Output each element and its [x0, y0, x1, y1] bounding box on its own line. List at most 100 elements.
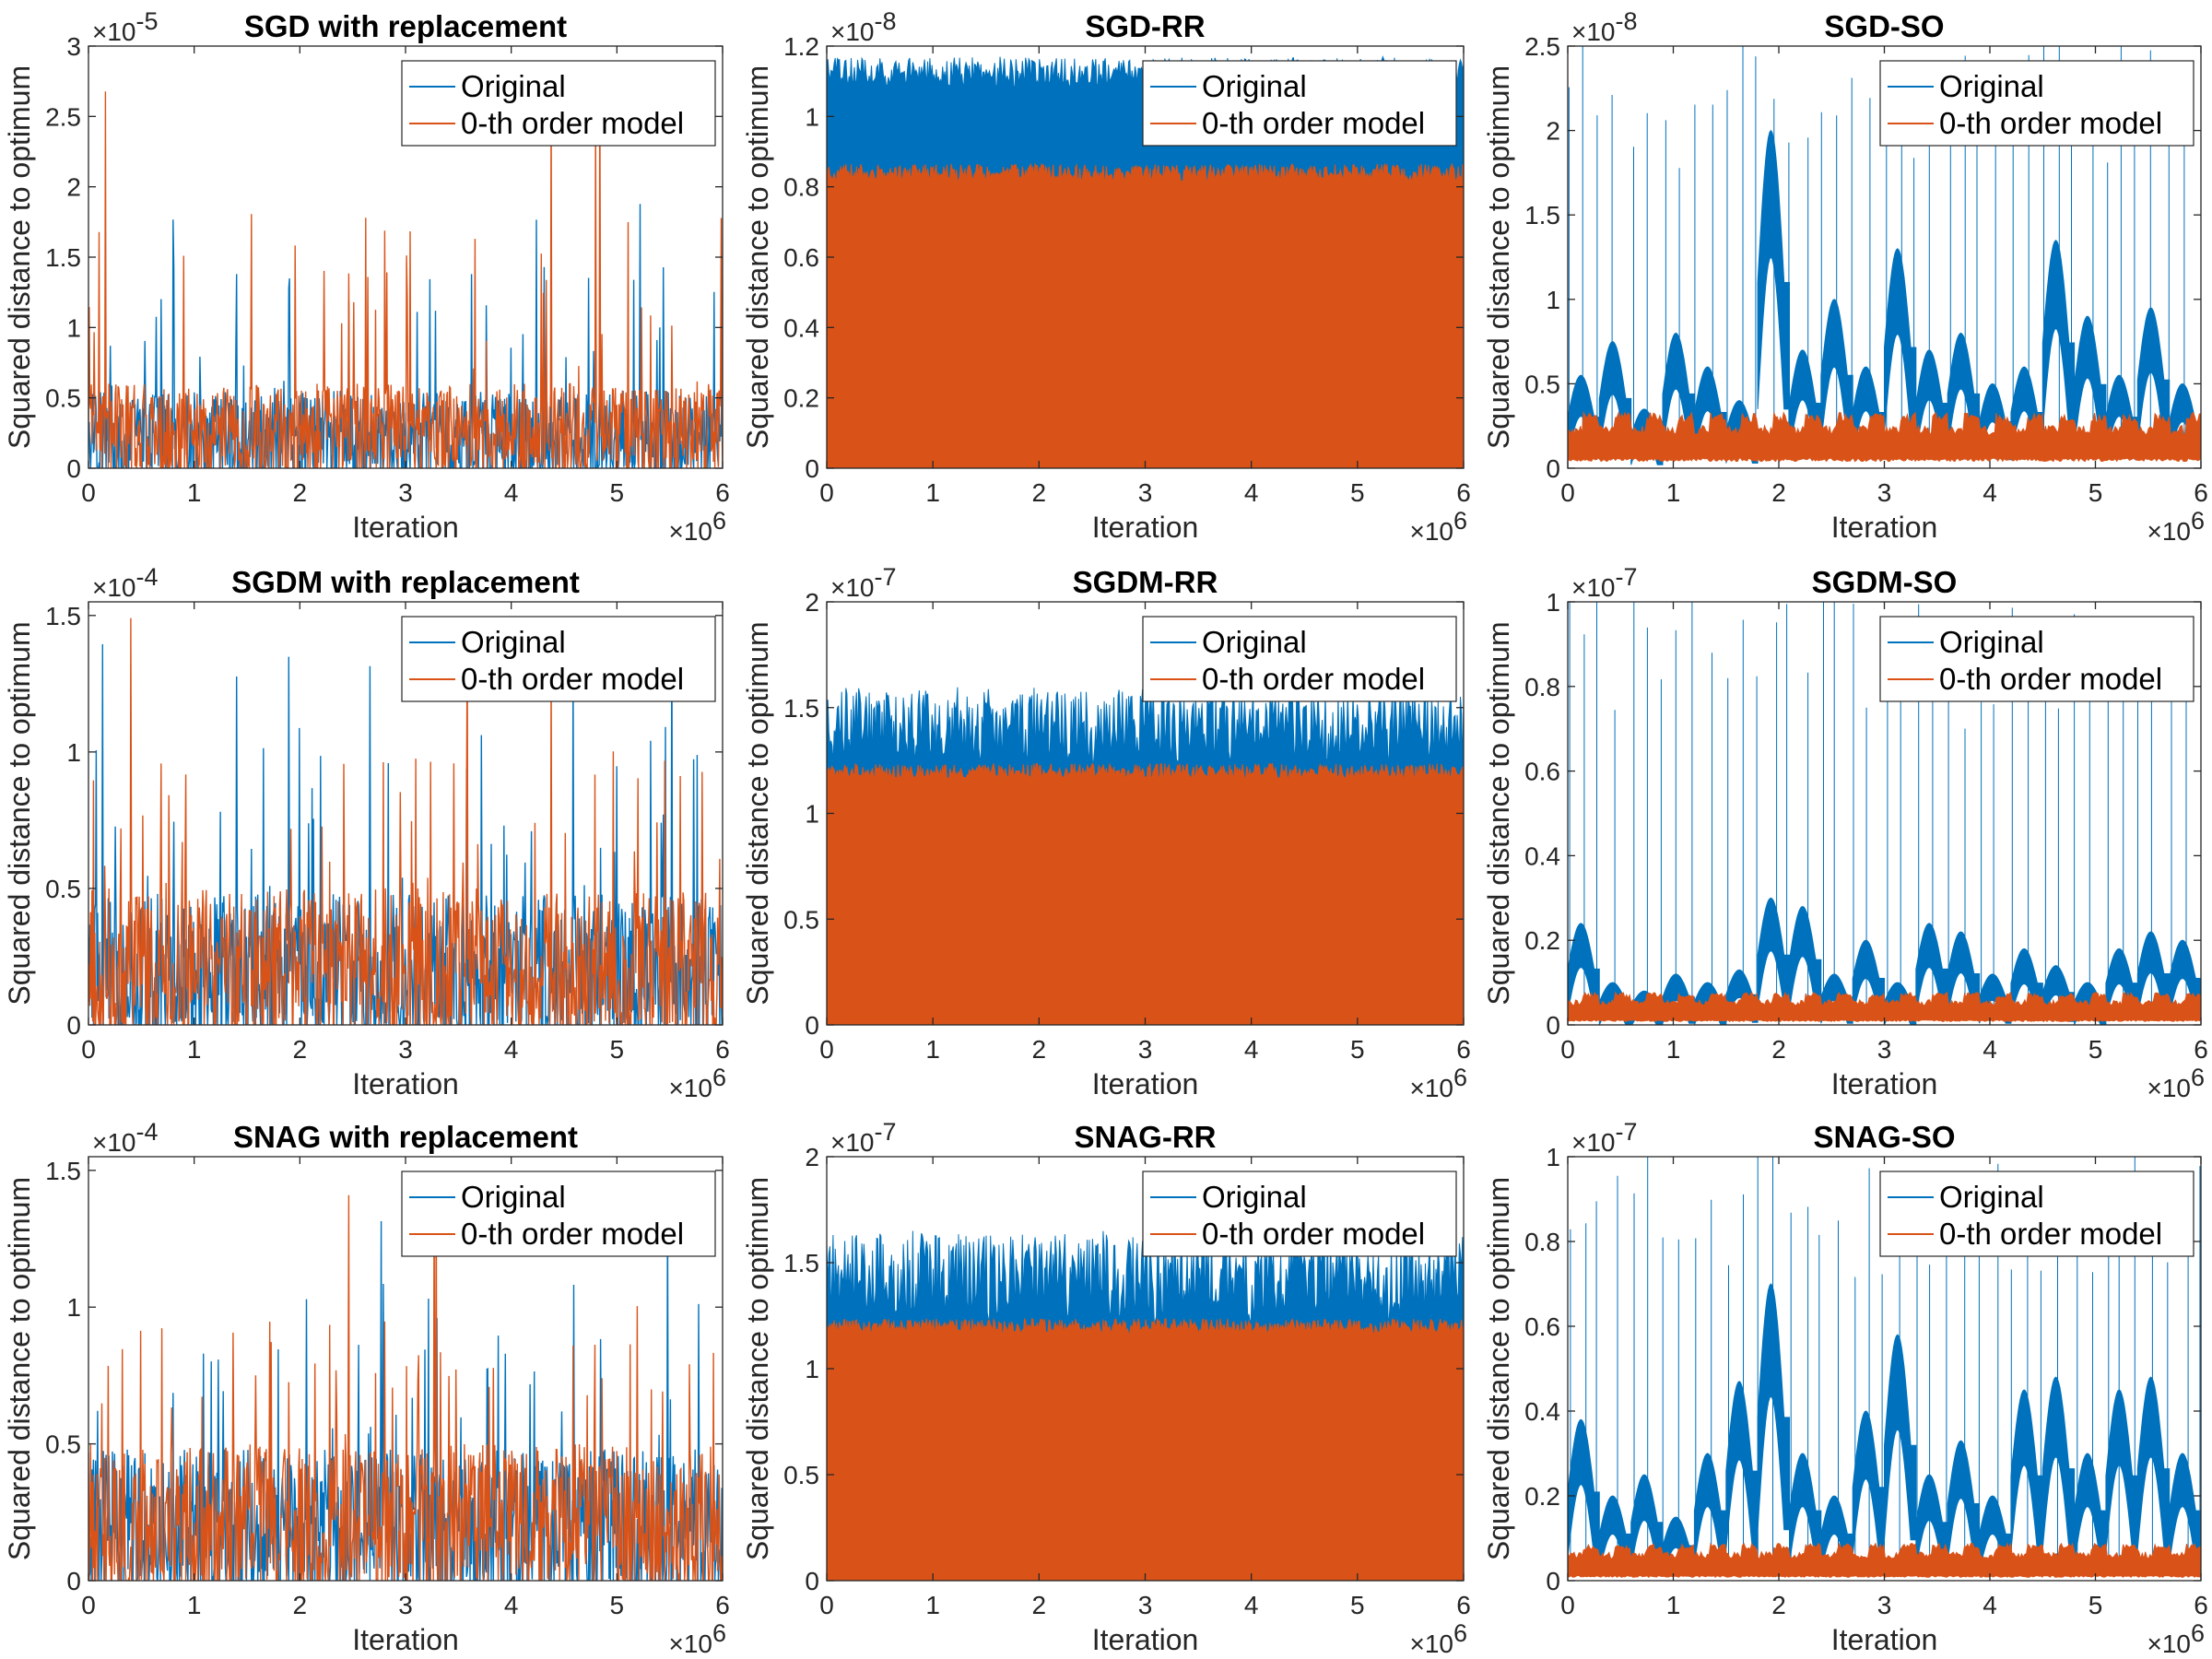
panel-sgdm-rr: 0 1 2 3 4 5 6 0 0.5 1 1.5 2 ×10-7 ×106 SGDM-RR Iteratio… [741, 563, 1471, 1102]
y-multiplier: ×10-7 [1571, 1118, 1638, 1157]
y-tick-label: 2.5 [1524, 32, 1560, 61]
panel-sgd-rr: 0 1 2 3 4 5 6 0 0.2 0.4 0.6 0.8 1 1.2 ×10-8 ×106 SGD-RR I… [741, 7, 1471, 546]
x-tick-label: 5 [2088, 478, 2103, 507]
plot-area [827, 1230, 1464, 1581]
y-tick-label: 1.2 [783, 32, 819, 61]
legend-label: 0-th order model [1202, 106, 1425, 140]
chart-title: SNAG-RR [1075, 1120, 1217, 1154]
y-tick-label: 1 [805, 102, 819, 131]
y-tick-label: 0.2 [1524, 926, 1560, 955]
y-tick-label: 0.4 [1524, 1397, 1560, 1426]
chart-title: SNAG-SO [1813, 1120, 1955, 1154]
x-tick-label: 1 [1666, 1035, 1681, 1064]
y-tick-label: 0.5 [783, 905, 819, 934]
y-axis-label: Squared distance to optimum [741, 621, 774, 1005]
y-tick-label: 0.4 [783, 313, 819, 342]
x-tick-label: 5 [2088, 1591, 2103, 1619]
y-tick-label: 0.5 [45, 1430, 81, 1459]
x-tick-label: 2 [1032, 1591, 1047, 1619]
panel-sgd-so: 0 1 2 3 4 5 6 0 0.5 1 1.5 2 2.5 ×10-8 ×106 SGD-SO Iterat… [1482, 7, 2208, 546]
x-tick-label: 3 [1877, 478, 1892, 507]
x-multiplier: ×106 [2147, 1619, 2205, 1658]
x-tick-label: 6 [2194, 1035, 2208, 1064]
plot-area [1568, 46, 2201, 465]
y-multiplier: ×10-4 [92, 1118, 159, 1157]
y-axis-label: Squared distance to optimum [741, 1177, 774, 1560]
legend-label: 0-th order model [1939, 1217, 2162, 1251]
x-tick-label: 6 [1456, 478, 1471, 507]
y-tick-label: 0.5 [45, 875, 81, 903]
x-tick-label: 1 [1666, 1591, 1681, 1619]
y-tick-label: 0.8 [1524, 673, 1560, 701]
chart-title: SGDM-RR [1073, 565, 1218, 599]
legend-label: Original [1939, 1180, 2044, 1214]
series-model [827, 162, 1464, 468]
legend-box [401, 60, 716, 147]
x-tick-label: 5 [610, 1591, 625, 1619]
y-axis-label: Squared distance to optimum [1482, 621, 1515, 1005]
series-model [88, 618, 723, 1025]
legend-label: Original [461, 1180, 566, 1214]
y-axis-label: Squared distance to optimum [3, 65, 36, 449]
chart-title: SGD-RR [1085, 9, 1205, 43]
y-tick-label: 2 [1546, 117, 1560, 146]
plot-area [88, 70, 723, 468]
x-tick-label: 1 [1666, 478, 1681, 507]
y-tick-label: 1 [805, 800, 819, 829]
x-tick-label: 3 [398, 1591, 413, 1619]
x-axis-label: Iteration [1831, 1623, 1938, 1656]
x-tick-label: 6 [1456, 1591, 1471, 1619]
y-tick-label: 1 [1546, 1143, 1560, 1171]
x-tick-label: 6 [2194, 1591, 2208, 1619]
x-tick-label: 5 [1350, 1035, 1365, 1064]
x-tick-label: 3 [1138, 478, 1153, 507]
x-tick-label: 0 [1560, 1035, 1575, 1064]
x-multiplier: ×106 [1409, 1619, 1467, 1658]
legend-box [401, 1171, 716, 1257]
y-tick-label: 1 [805, 1355, 819, 1383]
x-axis-label: Iteration [1831, 1067, 1938, 1100]
y-multiplier: ×10-5 [92, 7, 159, 46]
plot-area [88, 1185, 723, 1581]
legend-box [1142, 1171, 1457, 1257]
y-multiplier: ×10-7 [1571, 563, 1638, 602]
series-original-spikes [1570, 1157, 2201, 1572]
x-multiplier: ×106 [2147, 507, 2205, 546]
legend-box [1879, 616, 2194, 702]
y-tick-label: 0.8 [1524, 1228, 1560, 1256]
y-multiplier: ×10-8 [830, 7, 897, 46]
y-tick-label: 1 [66, 313, 81, 342]
y-tick-label: 0 [805, 1567, 819, 1595]
y-tick-label: 0 [1546, 1011, 1560, 1040]
chart-title: SGD-SO [1824, 9, 1944, 43]
series-original [1568, 129, 2201, 465]
y-tick-label: 0 [805, 454, 819, 483]
x-tick-label: 2 [1771, 1035, 1786, 1064]
legend-box [1142, 616, 1457, 702]
y-tick-label: 1 [1546, 286, 1560, 314]
x-axis-label: Iteration [352, 1067, 459, 1100]
series-model [1568, 991, 2201, 1023]
y-tick-label: 1.5 [1524, 201, 1560, 229]
x-tick-label: 0 [81, 1035, 96, 1064]
y-tick-label: 0 [805, 1011, 819, 1040]
y-tick-label: 2.5 [45, 102, 81, 131]
y-axis-label: Squared distance to optimum [3, 1177, 36, 1560]
plot-area [827, 55, 1464, 468]
x-tick-label: 4 [504, 1035, 519, 1064]
series-model [1568, 1542, 2201, 1578]
x-tick-label: 4 [1244, 1591, 1259, 1619]
x-tick-label: 6 [2194, 478, 2208, 507]
y-tick-label: 2 [805, 1143, 819, 1171]
x-tick-label: 0 [81, 1591, 96, 1619]
legend-label: Original [1202, 69, 1307, 103]
chart-title: SGD with replacement [244, 9, 567, 43]
y-tick-label: 3 [66, 32, 81, 61]
y-tick-label: 1 [66, 1293, 81, 1322]
